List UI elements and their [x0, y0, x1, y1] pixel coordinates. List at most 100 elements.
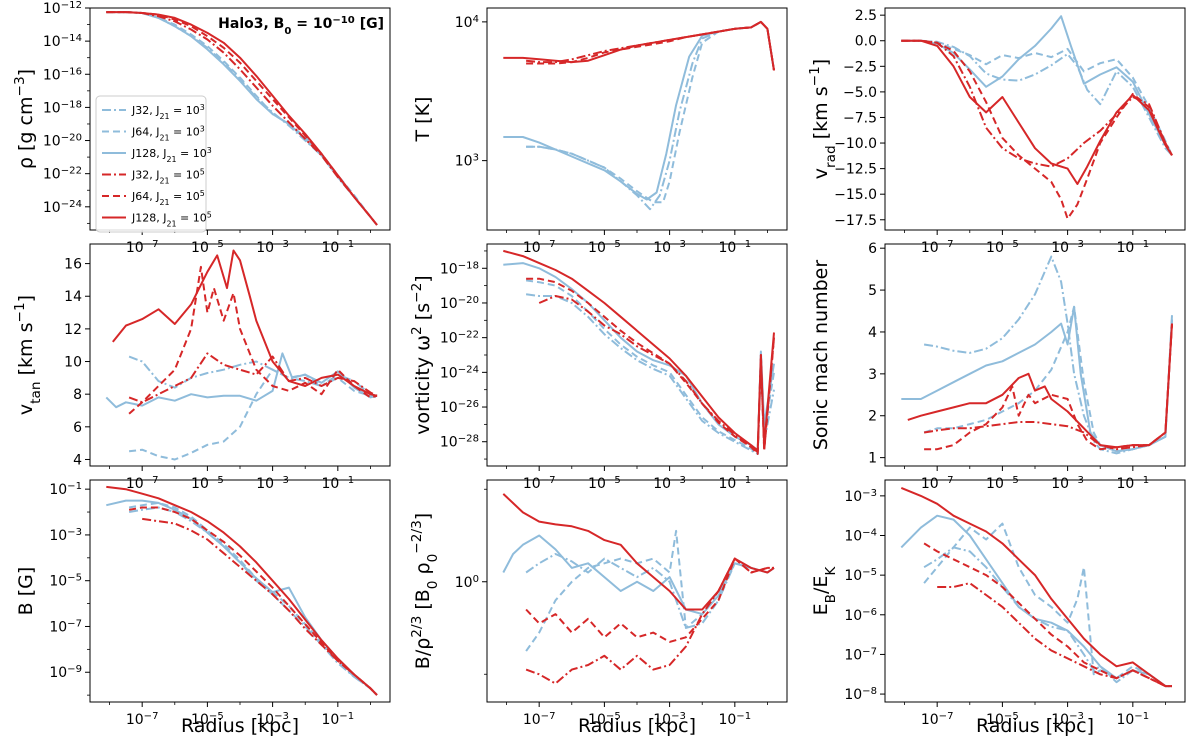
x-axis-label: Radius [kpc] [181, 715, 299, 737]
axes-frame [884, 243, 1186, 467]
series-line [502, 534, 775, 616]
series-group [503, 249, 775, 455]
series-line [907, 323, 1173, 449]
series-line [525, 557, 774, 643]
panel-bfield: 10−7 10−5 10−3 10−1 10−1 10−3 10−5 10−7 10−9 B [G… [15, 479, 391, 737]
panel-mach: 10−7 10−5 10−3 10−1 1 2 3 4 5 6 Sonic mach number [810, 241, 1186, 493]
y-tick-label: 10 [64, 355, 82, 371]
x-tick-label: 10−1 [718, 711, 751, 729]
legend-entry-label: J32, J21 = 105 [131, 167, 205, 185]
panel-temperature: 10−7 10−5 10−3 10−1 103 104 T [K] [412, 7, 788, 257]
y-tick-label: 10−7 [844, 646, 877, 664]
y-axis-label: T [K] [412, 97, 434, 143]
x-tick-label: 10−7 [921, 475, 954, 493]
panel-normalized_b: 10−7 10−5 10−3 10−1 100 B/ρ2/3 [B0 ρ0−2/3] Rad… [409, 479, 788, 737]
x-tick-label: 10−7 [523, 711, 556, 729]
y-tick-label: 3 [868, 367, 877, 383]
y-tick-label: 4 [868, 325, 877, 341]
y-tick-label: 10−1 [49, 481, 82, 499]
x-axis-label: Radius [kpc] [578, 715, 696, 737]
x-tick-label: 10−1 [1116, 475, 1149, 493]
y-tick-label: −17.5 [834, 213, 877, 229]
y-tick-label: −10.0 [834, 136, 877, 152]
x-tick-label: 10−1 [718, 239, 751, 257]
y-tick-label: 10−4 [844, 527, 877, 545]
series-group [503, 20, 775, 211]
y-axis-label: Sonic mach number [810, 260, 832, 451]
y-tick-label: 10−20 [440, 294, 479, 312]
legend-entry-label: J64, J21 = 103 [131, 124, 205, 142]
y-tick-label: −2.5 [843, 59, 877, 75]
series-line [900, 514, 1172, 688]
series-line [106, 485, 378, 696]
series-line [502, 493, 775, 611]
y-tick-label: 10−26 [440, 399, 479, 417]
x-tick-label: 10−3 [256, 711, 289, 729]
series-group [502, 493, 775, 685]
series-line [106, 499, 378, 696]
legend: J32, J21 = 103 J64, J21 = 103 J128, J21 = … [95, 95, 212, 233]
y-tick-label: 10−9 [49, 664, 82, 682]
y-tick-label: 6 [73, 420, 82, 436]
series-line [538, 295, 775, 454]
y-tick-label: 10−24 [43, 198, 82, 216]
legend-entry-label: J32, J21 = 103 [131, 103, 205, 121]
y-tick-label: 10−24 [440, 364, 479, 382]
legend-entry-label: J128, J21 = 103 [131, 146, 212, 164]
x-tick-label: 10−5 [588, 711, 621, 729]
series-line [526, 20, 775, 71]
y-axis-label: vtan [km s−1] [12, 295, 44, 415]
x-tick-label: 10−3 [256, 475, 289, 493]
y-tick-label: 10−5 [49, 572, 82, 590]
y-tick-label: 2.5 [855, 8, 877, 24]
x-tick-label: 10−5 [588, 239, 621, 257]
series-line [923, 542, 1172, 688]
y-axis-label: ρ [g cm−3] [12, 69, 37, 169]
axes-frame [89, 243, 391, 467]
legend-box [95, 95, 207, 233]
x-tick-label: 10−1 [321, 711, 354, 729]
series-line [112, 249, 378, 397]
series-line [106, 11, 378, 226]
series-line [901, 39, 1173, 156]
series-line [901, 305, 1173, 453]
x-tick-label: 10−1 [321, 475, 354, 493]
series-line [901, 39, 1173, 220]
x-tick-label: 10−7 [921, 711, 954, 729]
series-line [128, 506, 378, 696]
x-tick-label: 10−7 [921, 239, 954, 257]
series-group [900, 486, 1172, 688]
panel-vrad: 10−7 10−5 10−3 10−1 2.5 0.0 −2.5 −5.0 −7.5 −10.0 −… [807, 7, 1186, 257]
series-line [526, 20, 775, 211]
series-group [901, 255, 1173, 455]
y-tick-label: −5.0 [843, 85, 877, 101]
x-tick-label: 10−1 [321, 239, 354, 257]
y-tick-label: 103 [455, 152, 479, 170]
y-tick-label: 12 [64, 322, 82, 338]
series-line [503, 20, 775, 71]
y-tick-label: 14 [64, 289, 82, 305]
x-tick-label: 10−7 [126, 711, 159, 729]
series-line [503, 20, 775, 201]
legend-entry-label: J128, J21 = 105 [131, 210, 212, 228]
y-tick-label: 10−14 [43, 33, 82, 51]
series-line [923, 546, 1172, 688]
x-tick-label: 10−1 [718, 475, 751, 493]
x-tick-label: 10−7 [523, 475, 556, 493]
x-tick-label: 10−3 [653, 475, 686, 493]
series-line [128, 501, 378, 696]
y-axis-label: B/ρ2/3 [B0 ρ0−2/3] [409, 513, 441, 669]
y-tick-label: 104 [455, 13, 479, 31]
y-tick-label: 4 [73, 452, 82, 468]
x-tick-label: 10−5 [588, 475, 621, 493]
y-tick-label: −7.5 [843, 110, 877, 126]
series-line [128, 368, 378, 461]
chart-title: Halo3, B0 = 10−10 [G] [218, 15, 384, 37]
axes-frame [486, 243, 788, 467]
series-line [937, 582, 1172, 688]
series-line [901, 39, 1173, 185]
series-group [106, 11, 378, 226]
x-tick-label: 10−3 [256, 239, 289, 257]
x-tick-label: 10−3 [653, 711, 686, 729]
